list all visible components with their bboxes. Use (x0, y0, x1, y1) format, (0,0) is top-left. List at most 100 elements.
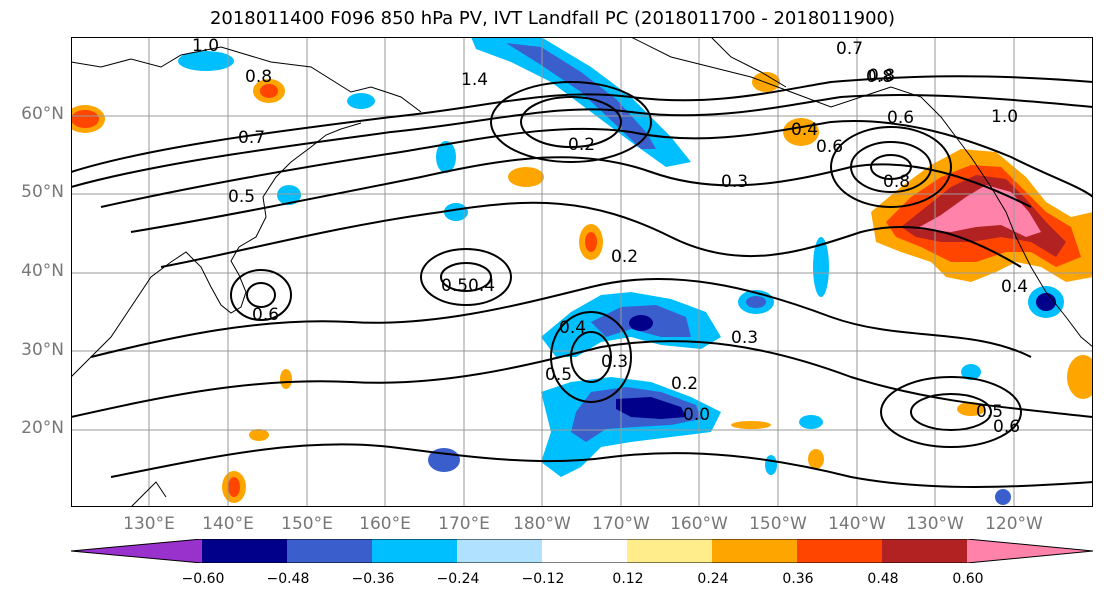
contour-label: 0.3 (731, 328, 758, 348)
contour-ring-subtrop (550, 311, 632, 403)
colorbar-segment (797, 539, 882, 563)
contour-label: 0.0 (683, 405, 710, 425)
colorbar-extend-low (71, 539, 202, 563)
contour-ring-aleutian-inner (520, 96, 622, 148)
shade-neg-small-17 (995, 489, 1011, 505)
contour-line-7 (71, 340, 1093, 418)
shade-neg-aleutian-core (506, 43, 656, 149)
colorbar-segment (627, 539, 712, 563)
shade-neg-small-6 (813, 237, 829, 297)
contour-ring-170e (420, 248, 512, 306)
contour-label: 0.4 (559, 318, 586, 338)
coastline-taiwan (130, 481, 167, 507)
contour-label: 1.4 (461, 70, 488, 90)
colorbar-segment (542, 539, 627, 563)
lon-label-140e: 140°E (202, 514, 254, 534)
colorbar-extend-high (967, 539, 1093, 563)
coastline-east-asia (71, 122, 362, 378)
lon-label-150e: 150°E (281, 514, 333, 534)
shade-neg-subtrop-1-max (629, 315, 653, 331)
colorbar-tick-label: −0.60 (181, 571, 225, 587)
shade-neg-small-5-core (746, 296, 766, 308)
contour-ring-170e-inner (440, 262, 492, 292)
shade-neg-small-1 (347, 93, 375, 109)
colorbar-tick-label: −0.24 (436, 571, 480, 587)
shade-pos-mid-1 (508, 167, 544, 187)
shade-neg-coast-core (1036, 293, 1056, 311)
contour-label: 1.0 (991, 107, 1018, 127)
contour-label: 0.4 (468, 276, 495, 296)
contour-lines (71, 75, 1093, 488)
lon-label-180w: 180°W (513, 514, 571, 534)
contour-ring-nepac-2 (850, 141, 932, 193)
lon-label-160w: 160°W (670, 514, 728, 534)
shade-neg-small-2 (436, 141, 456, 173)
colorbar-tick-label: −0.48 (266, 571, 310, 587)
contour-label: 0.6 (252, 305, 279, 325)
shade-pos-small-10-core (228, 477, 240, 497)
contour-line-1 (71, 75, 1093, 173)
shade-neg-small-3 (277, 185, 301, 205)
contour-label: 1.0 (192, 37, 219, 56)
contour-ring-subtrop-inner (570, 331, 612, 383)
contour-label: 0.4 (791, 120, 818, 140)
contour-ring-nepac-3 (870, 154, 912, 180)
contour-ring-japan-inner (246, 282, 276, 308)
contour-label: 0.8 (866, 67, 893, 87)
coastline-kamchatka (71, 46, 422, 113)
shade-pos-small-13 (731, 421, 771, 429)
shade-neg-small-15 (765, 455, 777, 475)
coastline-alaska (710, 37, 787, 88)
contour-line-2 (71, 94, 1093, 188)
colorbar-tick-label: −0.36 (351, 571, 395, 587)
contour-label: 0.8 (868, 66, 895, 86)
map-title: 2018011400 F096 850 hPa PV, IVT Landfall… (209, 8, 896, 29)
coastlines (71, 37, 1093, 507)
colorbar-tick-label: −0.12 (521, 571, 565, 587)
lat-label-60n: 60°N (21, 104, 64, 124)
contour-line-3 (100, 120, 1093, 208)
contour-ring-nepac (830, 126, 952, 208)
contour-label: 0.3 (601, 352, 628, 372)
shade-pos-small-11 (249, 429, 269, 441)
contour-label: 0.2 (568, 135, 595, 155)
lon-label-170e: 170°E (438, 514, 490, 534)
contour-line-4 (130, 156, 1032, 233)
coastline-north-america (630, 37, 1093, 348)
contour-label: 0.7 (238, 128, 265, 148)
map-plot: 1.0 0.8 0.8 0.7 0.5 0.6 1.4 0.2 0.3 0.4 … (71, 37, 1093, 507)
shade-pos-142e-core (260, 84, 278, 98)
lon-label-150w: 150°W (749, 514, 807, 534)
contour-ring-sw (880, 376, 1022, 448)
colorbar-segment (202, 539, 287, 563)
contour-label: 0.5 (441, 276, 468, 296)
contour-label: 0.6 (993, 417, 1020, 437)
lat-label-20n: 20°N (21, 418, 64, 438)
shade-pos-mexico (1067, 355, 1093, 399)
contour-label: 0.2 (671, 374, 698, 394)
colorbar-tick-label: 0.24 (697, 571, 729, 587)
lat-label-50n: 50°N (21, 182, 64, 202)
lon-label-170w: 170°W (592, 514, 650, 534)
shade-neg-subtrop-2-max (616, 397, 686, 419)
colorbar-tick-label: 0.60 (952, 571, 984, 587)
contour-label: 0.6 (887, 108, 914, 128)
colorbar-segment (882, 539, 967, 563)
shade-pos-mid-2-core (585, 232, 597, 252)
colorbar-segment (712, 539, 797, 563)
shade-pos-small-12 (280, 369, 292, 389)
colorbar-segment (287, 539, 372, 563)
contour-label: 0.6 (816, 137, 843, 157)
contour-line-6 (90, 278, 1032, 358)
shade-neg-small-7 (961, 364, 981, 380)
contour-label: 0.5 (228, 187, 255, 207)
shade-pos-160w-top (752, 72, 780, 92)
contour-label: 0.5 (545, 365, 572, 385)
shade-neg-small-14 (799, 415, 823, 429)
colorbar-segment (457, 539, 542, 563)
shade-pos-small-8 (957, 402, 985, 416)
shade-neg-145e-top (178, 51, 234, 71)
map-frame (71, 37, 1093, 507)
contour-label: 0.5 (976, 402, 1003, 422)
contour-ring-sw-inner (910, 393, 992, 431)
